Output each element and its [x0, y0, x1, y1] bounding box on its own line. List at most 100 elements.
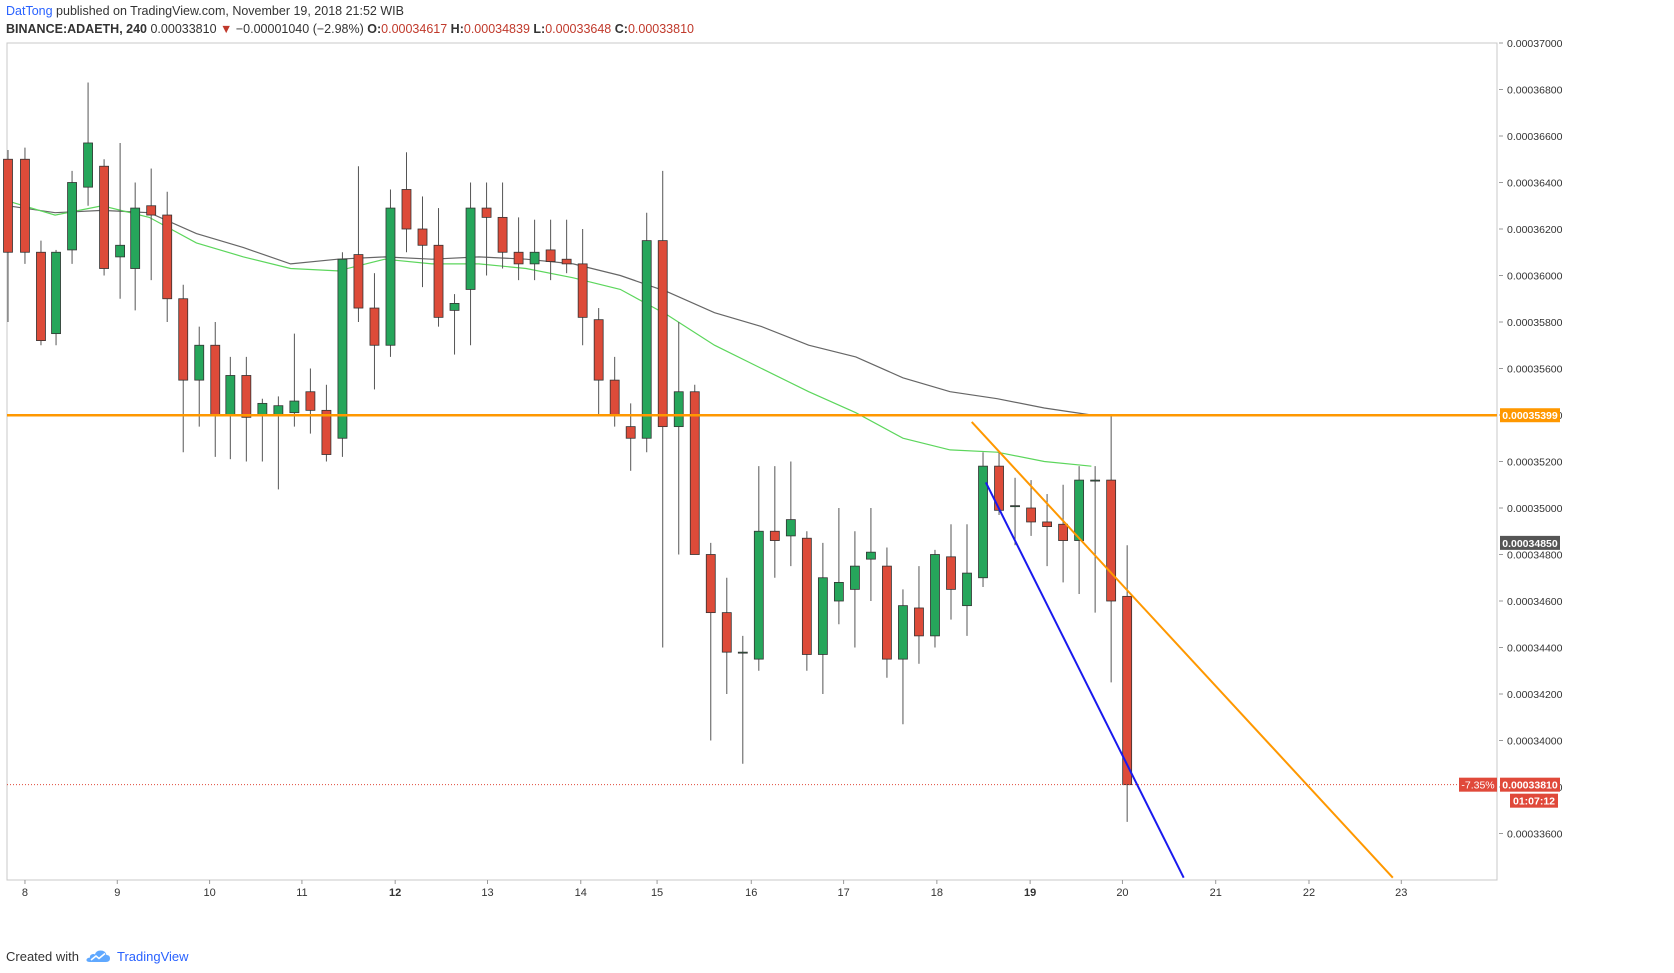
candle[interactable] [83, 82, 93, 206]
candle[interactable] [1090, 466, 1101, 613]
price-tick-label: 0.00034200 [1507, 689, 1563, 701]
time-tick-label: 12 [389, 887, 401, 899]
candle[interactable] [162, 191, 173, 322]
blue-downtrend-line[interactable] [984, 481, 1185, 879]
candle[interactable] [67, 170, 77, 264]
candle-body [545, 249, 556, 262]
candle[interactable] [257, 398, 268, 462]
candle[interactable] [497, 182, 508, 269]
candle[interactable] [20, 147, 30, 264]
candle[interactable] [1058, 484, 1068, 583]
candle[interactable] [625, 403, 636, 471]
candle-body [369, 307, 380, 346]
change-down-icon: ▼ [220, 22, 233, 36]
drawings[interactable] [7, 413, 1497, 879]
candle[interactable] [577, 229, 588, 346]
candle[interactable] [801, 531, 812, 671]
candle[interactable] [898, 589, 908, 725]
time-tick-label: 14 [575, 887, 587, 899]
candles[interactable] [3, 82, 1133, 822]
candle[interactable] [657, 170, 668, 648]
time-tick-label: 20 [1116, 887, 1128, 899]
candle[interactable] [769, 466, 780, 578]
candle[interactable] [785, 461, 796, 567]
candle[interactable] [914, 566, 924, 664]
candle[interactable] [449, 294, 460, 355]
tradingview-link[interactable]: TradingView [116, 948, 189, 964]
candle[interactable] [210, 322, 221, 457]
candle[interactable] [882, 547, 892, 678]
candle[interactable] [930, 549, 940, 648]
candle[interactable] [689, 384, 700, 555]
candle[interactable] [673, 322, 684, 555]
candle[interactable] [513, 217, 524, 281]
price-tick-label: 0.00035200 [1507, 457, 1563, 469]
candle[interactable] [241, 356, 252, 462]
candle[interactable] [305, 368, 316, 434]
candle[interactable] [289, 333, 300, 427]
candle[interactable] [1074, 466, 1085, 595]
candle[interactable] [465, 182, 476, 346]
candle[interactable] [850, 531, 860, 648]
candle[interactable] [593, 308, 604, 415]
candle[interactable] [545, 219, 556, 281]
candle[interactable] [866, 508, 876, 601]
candle[interactable] [978, 452, 988, 588]
candle[interactable] [946, 524, 956, 620]
candle[interactable] [753, 466, 764, 671]
tradingview-cloud-icon[interactable] [85, 948, 111, 964]
candle[interactable] [273, 396, 284, 490]
candle[interactable] [194, 326, 205, 427]
candle[interactable] [705, 542, 716, 741]
candle[interactable] [1026, 480, 1036, 536]
candle[interactable] [962, 524, 972, 636]
candle[interactable] [994, 452, 1004, 515]
candle[interactable] [401, 152, 412, 253]
price-tick-label: 0.00034800 [1507, 550, 1563, 562]
candle[interactable] [178, 284, 189, 453]
price-tick-label: 0.00034400 [1507, 643, 1563, 655]
candle[interactable] [337, 252, 348, 457]
open-label: O: [367, 22, 382, 36]
candle[interactable] [99, 159, 109, 276]
time-tick-label: 16 [745, 887, 757, 899]
candle[interactable] [737, 635, 748, 764]
time-tick-label: 9 [114, 887, 120, 899]
price-chart[interactable]: 0.00037000 0.00036800 0.00036600 0.00036400… [0, 0, 1674, 940]
candle[interactable] [115, 142, 126, 299]
candle[interactable] [721, 577, 732, 694]
price-axis[interactable]: 0.00037000 0.00036800 0.00036600 0.00036400… [1459, 38, 1563, 841]
candle[interactable] [817, 542, 828, 694]
price-tick-label: 0.00036400 [1507, 178, 1563, 190]
candle[interactable] [3, 149, 13, 322]
close-value: 0.00033810 [627, 22, 694, 36]
candle[interactable] [417, 196, 428, 288]
candle[interactable] [641, 212, 652, 453]
price-change: −0.00001040 (−2.98%) [235, 22, 364, 36]
candle-body [737, 651, 748, 654]
time-axis[interactable]: 8 9 10 11 12 13 14 15 16 17 18 19 20 21 22 23 [22, 880, 1408, 899]
candle[interactable] [1042, 494, 1052, 567]
candle-body [465, 207, 476, 290]
candle[interactable] [130, 182, 141, 311]
author-link[interactable]: DatTong [6, 4, 53, 18]
time-tick-label: 19 [1024, 887, 1036, 899]
candle[interactable] [529, 219, 540, 281]
candle[interactable] [321, 384, 332, 462]
candle[interactable] [385, 189, 396, 357]
candle[interactable] [1106, 415, 1117, 683]
candle[interactable] [561, 219, 572, 274]
candle[interactable] [833, 508, 844, 625]
candle[interactable] [353, 166, 364, 322]
candle-body [337, 258, 348, 439]
candle[interactable] [36, 240, 46, 346]
candle[interactable] [146, 168, 157, 281]
orange-downtrend-line[interactable] [970, 421, 1394, 879]
candle[interactable] [51, 249, 61, 346]
candle[interactable] [481, 182, 492, 276]
candle[interactable] [1010, 477, 1020, 546]
candle[interactable] [225, 356, 236, 460]
crosshair-price-badge-label: 0.00034850 [1502, 538, 1558, 550]
candle[interactable] [433, 208, 444, 327]
candle[interactable] [369, 273, 380, 390]
